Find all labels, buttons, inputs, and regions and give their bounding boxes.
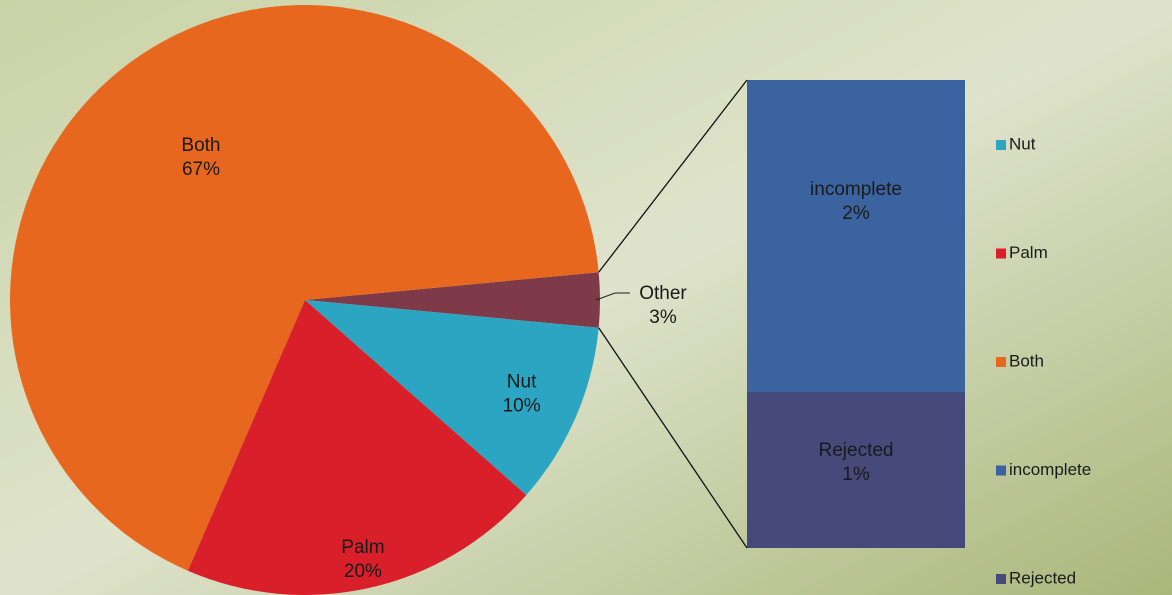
pie-slice <box>305 300 599 496</box>
pie-slice <box>187 300 527 595</box>
bar-label: Rejected 1% <box>819 440 894 485</box>
label-value: 3% <box>649 307 677 328</box>
label-name: Other <box>639 283 687 304</box>
legend-label: incomplete <box>1009 460 1091 479</box>
legend-label: Palm <box>1009 243 1048 262</box>
legend-label: Nut <box>1009 134 1036 153</box>
legend-swatch <box>996 248 1006 259</box>
label-name: Rejected <box>819 440 894 461</box>
label-value: 10% <box>503 396 541 417</box>
leader-line <box>595 292 630 301</box>
legend-swatch <box>996 357 1006 367</box>
pie-slice <box>9 4 599 571</box>
pie-slice <box>305 272 600 328</box>
bar-label: incomplete 2% <box>810 179 902 224</box>
label-name: Palm <box>341 537 384 558</box>
label-value: 1% <box>842 464 870 485</box>
slice-label: Nut 10% <box>503 372 541 417</box>
legend-swatch <box>996 574 1006 584</box>
other-label: Other 3% <box>639 283 687 328</box>
label-name: incomplete <box>810 179 902 200</box>
slice-label: Palm 20% <box>341 537 384 582</box>
legend-label: Both <box>1009 351 1044 370</box>
label-name: Both <box>181 135 220 156</box>
connector-line <box>598 79 748 273</box>
legend-swatch <box>996 465 1006 476</box>
connector-line <box>598 327 748 549</box>
legend-label: Rejected <box>1009 568 1076 587</box>
slice-label: Both 67% <box>181 135 220 180</box>
label-value: 2% <box>842 203 870 224</box>
legend-swatch <box>996 140 1006 150</box>
bar-segment <box>747 392 965 548</box>
label-name: Nut <box>507 372 537 393</box>
label-value: 67% <box>182 159 220 180</box>
bar-segment <box>747 80 965 392</box>
label-value: 20% <box>344 561 382 582</box>
